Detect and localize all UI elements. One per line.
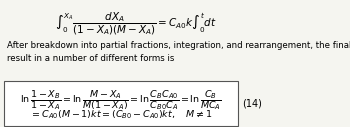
Text: $= C_{A0}(M-1)kt = (C_{B0} - C_{A0})kt, \quad M \neq 1$: $= C_{A0}(M-1)kt = (C_{B0} - C_{A0})kt, … [30,108,212,121]
FancyBboxPatch shape [4,81,238,126]
Text: $\ln\dfrac{1-X_B}{1-X_A} = \ln\dfrac{M-X_A}{M(1-X_A)} = \ln\dfrac{C_BC_{A0}}{C_{: $\ln\dfrac{1-X_B}{1-X_A} = \ln\dfrac{M-X… [20,88,222,112]
Text: (14): (14) [242,98,262,108]
Text: After breakdown into partial fractions, integration, and rearrangement, the fina: After breakdown into partial fractions, … [7,41,350,63]
Text: $\int_0^{X_A} \dfrac{dX_A}{(1-X_A)(M-X_A)} = C_{A0}k\int_0^t dt$: $\int_0^{X_A} \dfrac{dX_A}{(1-X_A)(M-X_A… [55,10,217,37]
